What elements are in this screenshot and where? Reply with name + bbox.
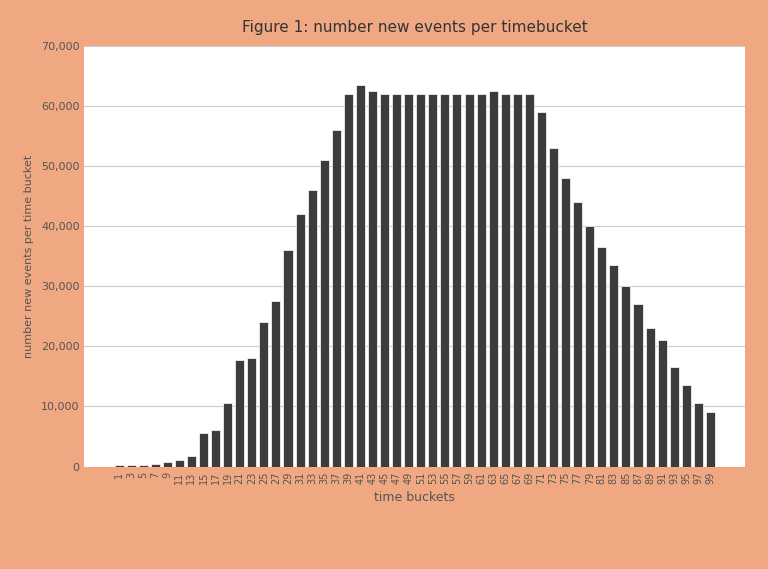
Bar: [501, 94, 510, 467]
Bar: [585, 226, 594, 467]
Bar: [670, 368, 679, 467]
Bar: [452, 94, 462, 467]
Bar: [573, 202, 582, 467]
Bar: [682, 385, 690, 467]
Bar: [416, 94, 425, 467]
Bar: [319, 160, 329, 467]
Bar: [465, 94, 474, 467]
X-axis label: time buckets: time buckets: [374, 491, 455, 504]
Bar: [657, 340, 667, 467]
Bar: [296, 214, 305, 467]
Bar: [139, 465, 147, 467]
Bar: [598, 247, 606, 467]
Bar: [223, 403, 232, 467]
Y-axis label: number new events per time bucket: number new events per time bucket: [24, 154, 34, 358]
Bar: [549, 148, 558, 467]
Bar: [646, 328, 654, 467]
Bar: [260, 322, 268, 467]
Bar: [175, 460, 184, 467]
Bar: [344, 94, 353, 467]
Bar: [235, 360, 244, 467]
Bar: [621, 286, 631, 467]
Bar: [404, 94, 413, 467]
Bar: [561, 178, 570, 467]
Bar: [537, 112, 546, 467]
Bar: [380, 94, 389, 467]
Bar: [211, 431, 220, 467]
Bar: [127, 465, 136, 467]
Bar: [283, 250, 293, 467]
Bar: [308, 190, 316, 467]
Title: Figure 1: number new events per timebucket: Figure 1: number new events per timebuck…: [242, 20, 588, 35]
Bar: [694, 403, 703, 467]
Bar: [477, 94, 485, 467]
Bar: [151, 464, 160, 467]
Bar: [634, 304, 643, 467]
Bar: [429, 94, 437, 467]
Bar: [271, 301, 280, 467]
Bar: [199, 434, 208, 467]
Bar: [247, 358, 257, 467]
Bar: [513, 94, 521, 467]
Bar: [368, 90, 377, 467]
Bar: [332, 130, 341, 467]
Bar: [187, 456, 196, 467]
Bar: [525, 94, 534, 467]
Bar: [706, 413, 715, 467]
Bar: [609, 265, 618, 467]
Bar: [392, 94, 401, 467]
Bar: [114, 465, 124, 467]
Bar: [163, 463, 172, 467]
Bar: [488, 90, 498, 467]
Bar: [356, 85, 365, 467]
Bar: [440, 94, 449, 467]
